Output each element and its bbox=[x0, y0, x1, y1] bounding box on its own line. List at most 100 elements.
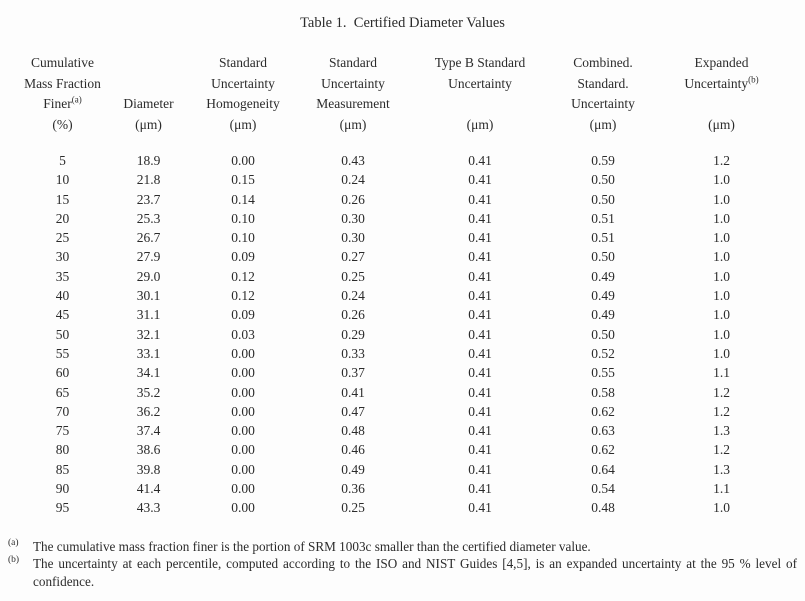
table-cell: 1.0 bbox=[713, 268, 730, 284]
table-cell: 50 bbox=[55, 326, 70, 342]
table-cell: 35 bbox=[55, 268, 70, 284]
table-row: 25 26.7 0.10 0.30 0.41 0.51 1.0 bbox=[15, 228, 790, 247]
table-cell: 0.15 bbox=[231, 172, 255, 188]
table-cell: 0.09 bbox=[231, 249, 255, 265]
table-row: 75 37.4 0.00 0.48 0.41 0.63 1.3 bbox=[15, 421, 790, 440]
table-cell: 0.00 bbox=[231, 153, 255, 168]
table-cell: 0.41 bbox=[468, 288, 492, 304]
table-cell: 31.1 bbox=[136, 307, 161, 323]
table-cell: 0.49 bbox=[591, 307, 615, 323]
table-cell: 36.2 bbox=[136, 403, 161, 419]
header-line: Cumulative bbox=[31, 55, 94, 70]
table-cell: 41.4 bbox=[136, 481, 161, 497]
header-line: Standard bbox=[329, 55, 377, 70]
table-cell: 0.41 bbox=[468, 442, 492, 458]
table-cell: 1.0 bbox=[713, 230, 730, 246]
table-cell: 1.1 bbox=[713, 365, 730, 381]
table-cell: 0.00 bbox=[231, 365, 255, 381]
table-cell: 0.12 bbox=[231, 268, 255, 284]
table-cell: 0.30 bbox=[341, 230, 365, 246]
table-cell: 1.0 bbox=[713, 249, 730, 265]
table-row: 65 35.2 0.00 0.41 0.41 0.58 1.2 bbox=[15, 383, 790, 402]
table-cell: 1.2 bbox=[713, 403, 730, 419]
footnote-b-text: The uncertainty at each percentile, comp… bbox=[33, 556, 797, 590]
table-cell: 0.09 bbox=[231, 307, 255, 323]
table-cell: 0.41 bbox=[468, 403, 492, 419]
table-cell: 0.41 bbox=[468, 481, 492, 497]
table-cell: 0.51 bbox=[591, 230, 615, 246]
table-cell: 0.41 bbox=[468, 500, 492, 516]
table-cell: 1.0 bbox=[713, 326, 730, 342]
header-line: Uncertainty bbox=[571, 96, 635, 111]
table-cell: 30 bbox=[55, 249, 70, 265]
table-cell: 0.52 bbox=[591, 345, 615, 361]
table-cell: 0.24 bbox=[341, 288, 365, 304]
footnote-b: (b) The uncertainty at each percentile, … bbox=[8, 555, 805, 591]
table-header: Cumulative Mass Fraction Finer(a) (%) Diame… bbox=[15, 53, 790, 135]
table-cell: 0.41 bbox=[468, 345, 492, 361]
footnote-reference-icon: (a) bbox=[71, 94, 82, 105]
header-line: (μm) bbox=[589, 116, 617, 132]
header-line: Uncertainty(b) bbox=[684, 74, 759, 91]
table-cell: 0.41 bbox=[468, 326, 492, 342]
table-cell: 45 bbox=[55, 307, 70, 323]
header-line: Standard bbox=[219, 55, 267, 70]
table-cell: 0.00 bbox=[231, 345, 255, 361]
table-cell: 0.63 bbox=[591, 423, 615, 439]
header-line: Expanded bbox=[694, 55, 749, 70]
table-cell: 0.62 bbox=[591, 403, 615, 419]
table-cell: 65 bbox=[55, 384, 70, 400]
table-cell: 0.41 bbox=[468, 461, 492, 477]
table-row: 95 43.3 0.00 0.25 0.41 0.48 1.0 bbox=[15, 498, 790, 517]
table-cell: 1.0 bbox=[713, 172, 730, 188]
header-line: Uncertainty bbox=[211, 75, 275, 91]
table-cell: 30.1 bbox=[136, 288, 161, 304]
table-row: 40 30.1 0.12 0.24 0.41 0.49 1.0 bbox=[15, 286, 790, 305]
column-header-combined-standard-uncertainty: Combined. Standard. Uncertainty (μm) bbox=[553, 53, 653, 135]
table-cell: 32.1 bbox=[136, 326, 161, 342]
table-row: 15 23.7 0.14 0.26 0.41 0.50 1.0 bbox=[15, 190, 790, 209]
table-cell: 0.12 bbox=[231, 288, 255, 304]
table-cell: 29.0 bbox=[136, 268, 161, 284]
header-line bbox=[653, 94, 790, 115]
table-cell: 0.50 bbox=[591, 326, 615, 342]
table-row: 50 32.1 0.03 0.29 0.41 0.50 1.0 bbox=[15, 325, 790, 344]
table-cell: 0.41 bbox=[341, 384, 365, 400]
footnote-b-marker: (b) bbox=[8, 555, 20, 566]
table-cell: 0.41 bbox=[468, 423, 492, 439]
header-line: Type B Standard bbox=[434, 55, 526, 70]
table-cell: 0.36 bbox=[341, 481, 365, 497]
table-cell: 0.48 bbox=[341, 423, 365, 439]
table-cell: 0.27 bbox=[341, 249, 365, 265]
table-cell: 15 bbox=[55, 191, 70, 207]
header-line: Diameter bbox=[123, 96, 174, 111]
table-cell: 55 bbox=[55, 345, 70, 361]
table-cell: 0.26 bbox=[341, 191, 365, 207]
table-cell: 0.41 bbox=[468, 153, 492, 168]
footnote-reference-icon: (b) bbox=[748, 74, 759, 84]
table-cell: 1.2 bbox=[713, 153, 730, 168]
table-cell: 0.00 bbox=[231, 403, 255, 419]
table-cell: 0.46 bbox=[341, 442, 365, 458]
table-cell: 0.41 bbox=[468, 307, 492, 323]
table-cell: 0.10 bbox=[231, 210, 255, 226]
table-body: 5 18.9 0.00 0.43 0.41 0.59 1.2 10 21.8 0.15 0.24 0.… bbox=[15, 135, 790, 518]
header-line: (μm) bbox=[466, 116, 494, 132]
table-cell: 0.58 bbox=[591, 384, 615, 400]
table-cell: 0.00 bbox=[231, 481, 255, 497]
table-cell: 0.51 bbox=[591, 210, 615, 226]
header-line: Measurement bbox=[316, 96, 390, 111]
table-cell: 0.50 bbox=[591, 249, 615, 265]
footnote-a: (a) The cumulative mass fraction finer i… bbox=[8, 538, 805, 556]
table-cell: 27.9 bbox=[136, 249, 161, 265]
table-cell: 1.1 bbox=[713, 481, 730, 497]
column-header-cumulative-mass-fraction-finer: Cumulative Mass Fraction Finer(a) (%) bbox=[15, 53, 110, 135]
table-cell: 5 bbox=[59, 153, 66, 168]
table-cell: 39.8 bbox=[136, 461, 161, 477]
column-header-standard-uncertainty-measurement: Standard Uncertainty Measurement (μm) bbox=[299, 53, 407, 135]
table-row: 35 29.0 0.12 0.25 0.41 0.49 1.0 bbox=[15, 267, 790, 286]
table-cell: 23.7 bbox=[136, 191, 161, 207]
header-line: (μm) bbox=[135, 116, 162, 132]
table-cell: 0.25 bbox=[341, 500, 365, 516]
table-cell: 0.03 bbox=[231, 326, 255, 342]
